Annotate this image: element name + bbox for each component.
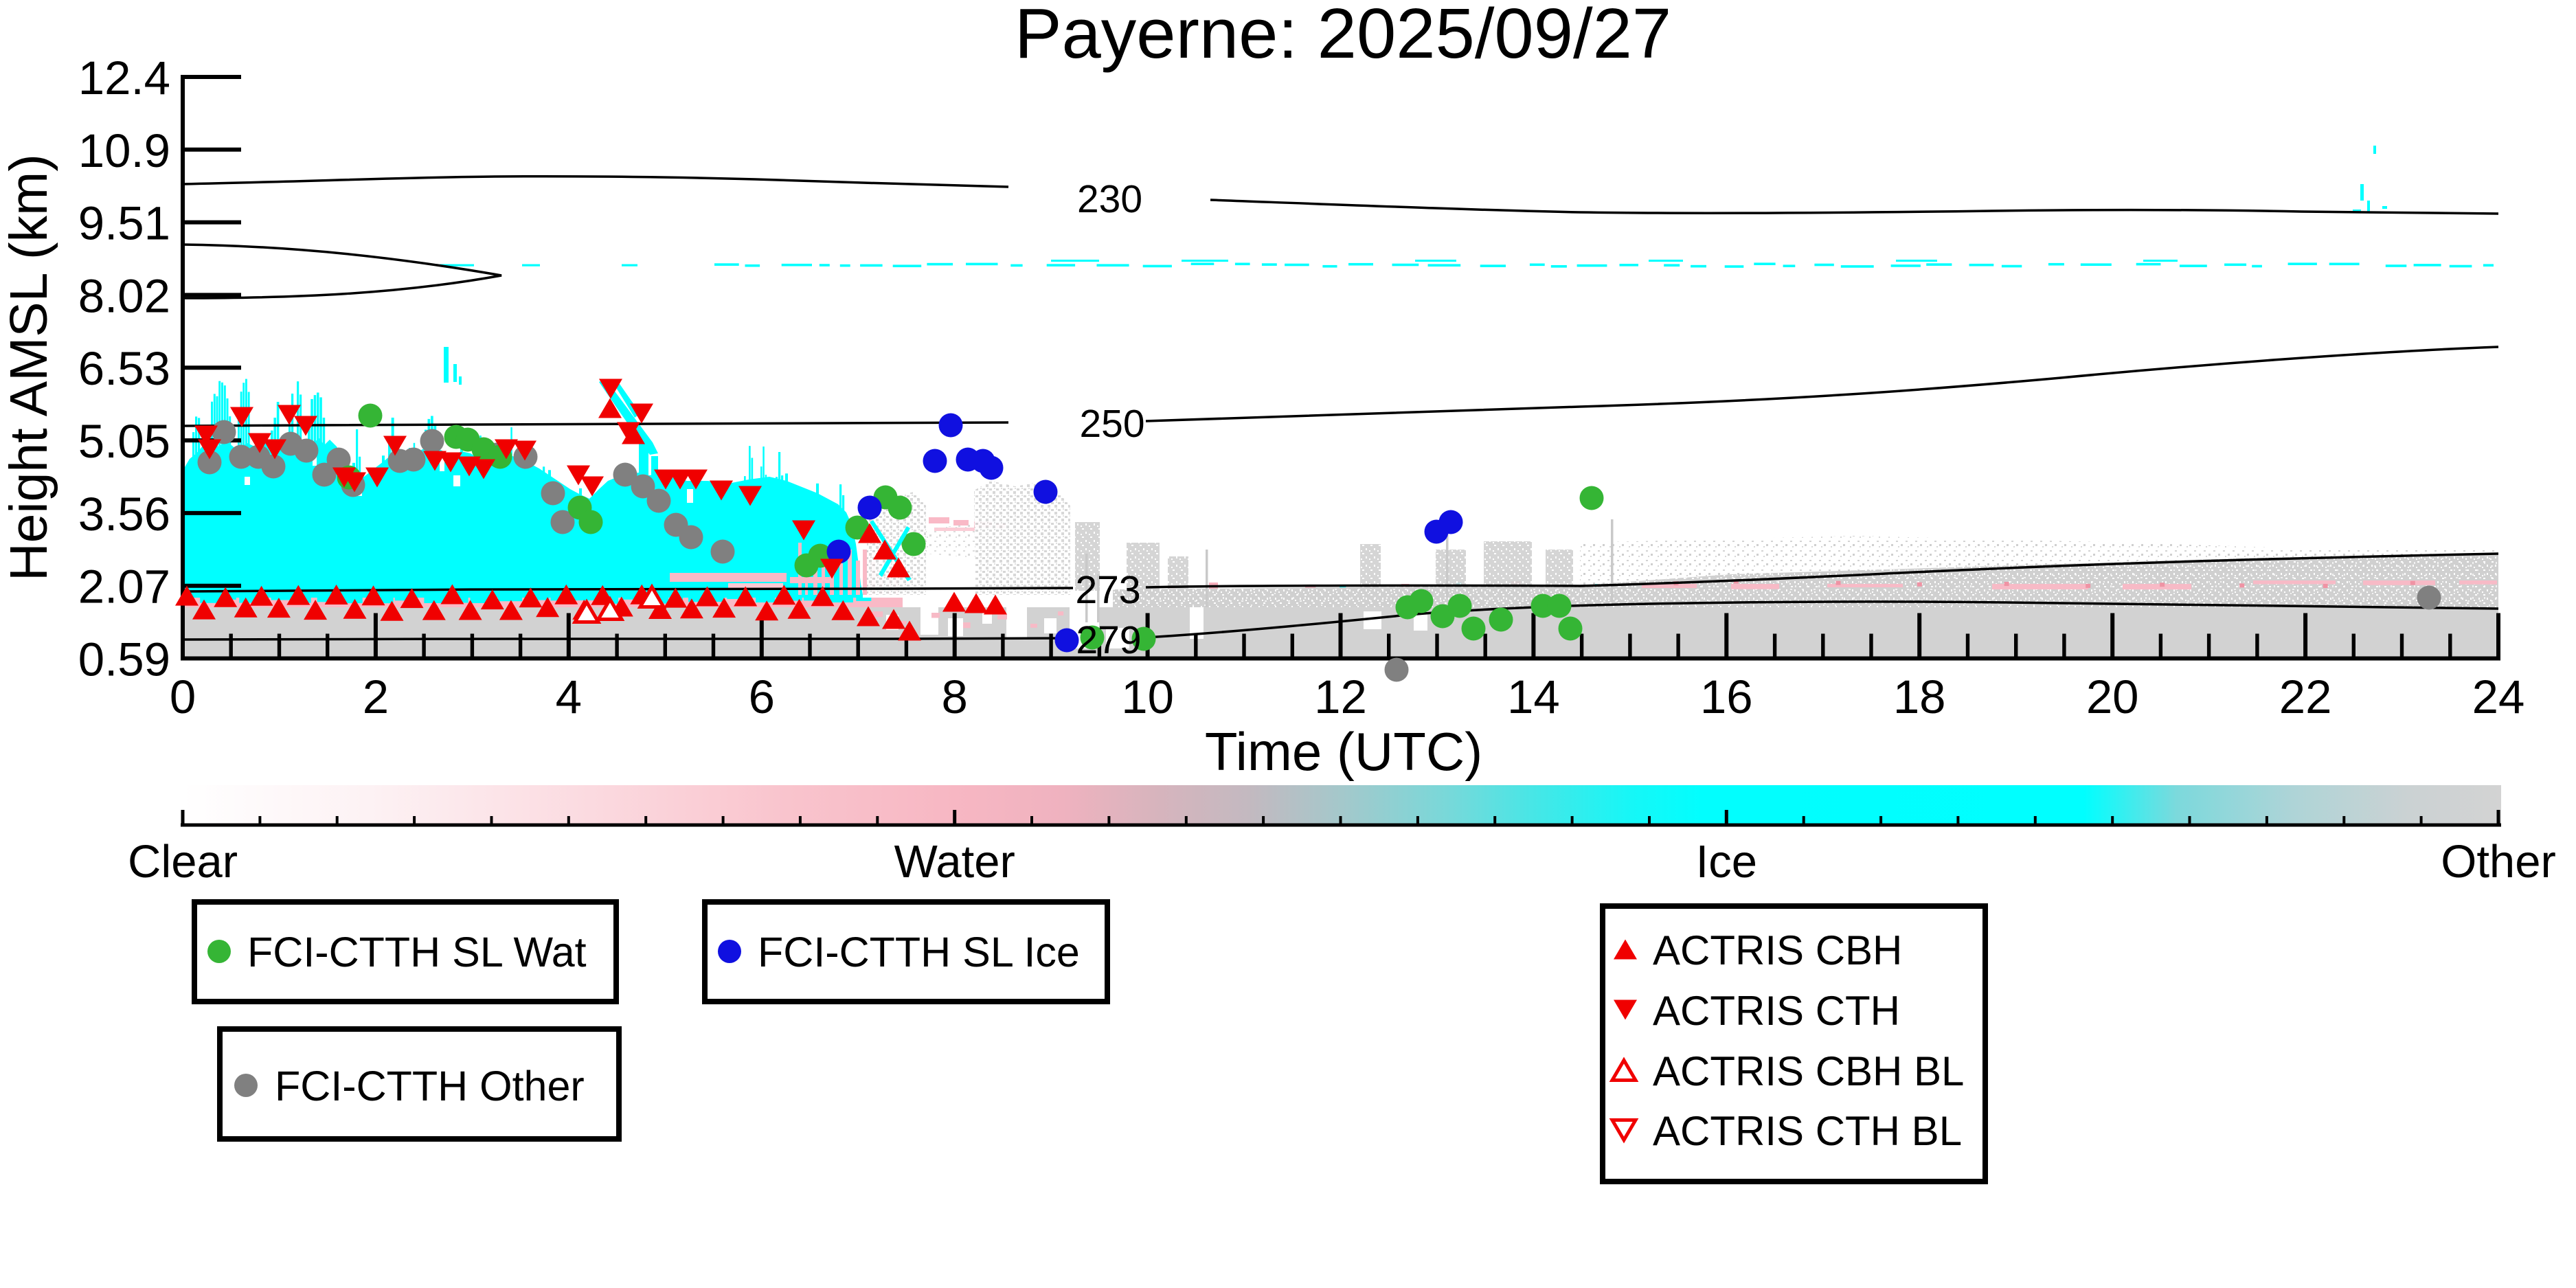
- svg-text:Ice: Ice: [1696, 836, 1757, 888]
- svg-text:Payerne: 2025/09/27: Payerne: 2025/09/27: [1015, 0, 1671, 73]
- svg-text:250: 250: [1079, 402, 1144, 446]
- svg-text:Other: Other: [2441, 836, 2556, 888]
- svg-text:FCI-CTTH SL Wat: FCI-CTTH SL Wat: [247, 929, 587, 975]
- svg-text:14: 14: [1507, 670, 1560, 723]
- svg-text:16: 16: [1700, 670, 1753, 723]
- svg-text:Clear: Clear: [128, 836, 238, 888]
- svg-text:ACTRIS CTH BL: ACTRIS CTH BL: [1653, 1108, 1962, 1154]
- svg-text:Height AMSL (km): Height AMSL (km): [0, 154, 58, 581]
- svg-text:9.51: 9.51: [78, 197, 170, 250]
- svg-text:ACTRIS CBH BL: ACTRIS CBH BL: [1653, 1048, 1964, 1094]
- svg-text:Time (UTC): Time (UTC): [1205, 721, 1482, 782]
- svg-text:FCI-CTTH Other: FCI-CTTH Other: [275, 1063, 585, 1109]
- svg-text:6.53: 6.53: [78, 342, 170, 395]
- svg-text:279: 279: [1076, 618, 1141, 662]
- svg-text:18: 18: [1893, 670, 1946, 723]
- svg-text:6: 6: [749, 670, 775, 723]
- svg-text:230: 230: [1077, 177, 1142, 221]
- svg-text:24: 24: [2472, 670, 2525, 723]
- svg-text:8: 8: [942, 670, 968, 723]
- svg-text:8.02: 8.02: [78, 269, 170, 322]
- svg-text:10.9: 10.9: [78, 124, 170, 177]
- svg-text:10: 10: [1121, 670, 1174, 723]
- svg-text:12.4: 12.4: [78, 52, 170, 104]
- svg-text:20: 20: [2086, 670, 2139, 723]
- svg-text:2: 2: [363, 670, 389, 723]
- svg-text:Water: Water: [894, 836, 1015, 888]
- svg-text:22: 22: [2279, 670, 2332, 723]
- svg-text:2.07: 2.07: [78, 561, 170, 613]
- svg-text:273: 273: [1075, 568, 1140, 612]
- svg-text:0: 0: [170, 670, 196, 723]
- svg-text:ACTRIS CTH: ACTRIS CTH: [1653, 988, 1900, 1034]
- svg-text:12: 12: [1314, 670, 1367, 723]
- svg-text:4: 4: [556, 670, 582, 723]
- svg-text:273: 273: [1075, 568, 1140, 612]
- svg-text:FCI-CTTH SL Ice: FCI-CTTH SL Ice: [758, 929, 1080, 975]
- svg-text:0.59: 0.59: [78, 633, 170, 686]
- svg-text:ACTRIS CBH: ACTRIS CBH: [1653, 927, 1902, 973]
- svg-text:5.05: 5.05: [78, 415, 170, 468]
- svg-text:3.56: 3.56: [78, 488, 170, 541]
